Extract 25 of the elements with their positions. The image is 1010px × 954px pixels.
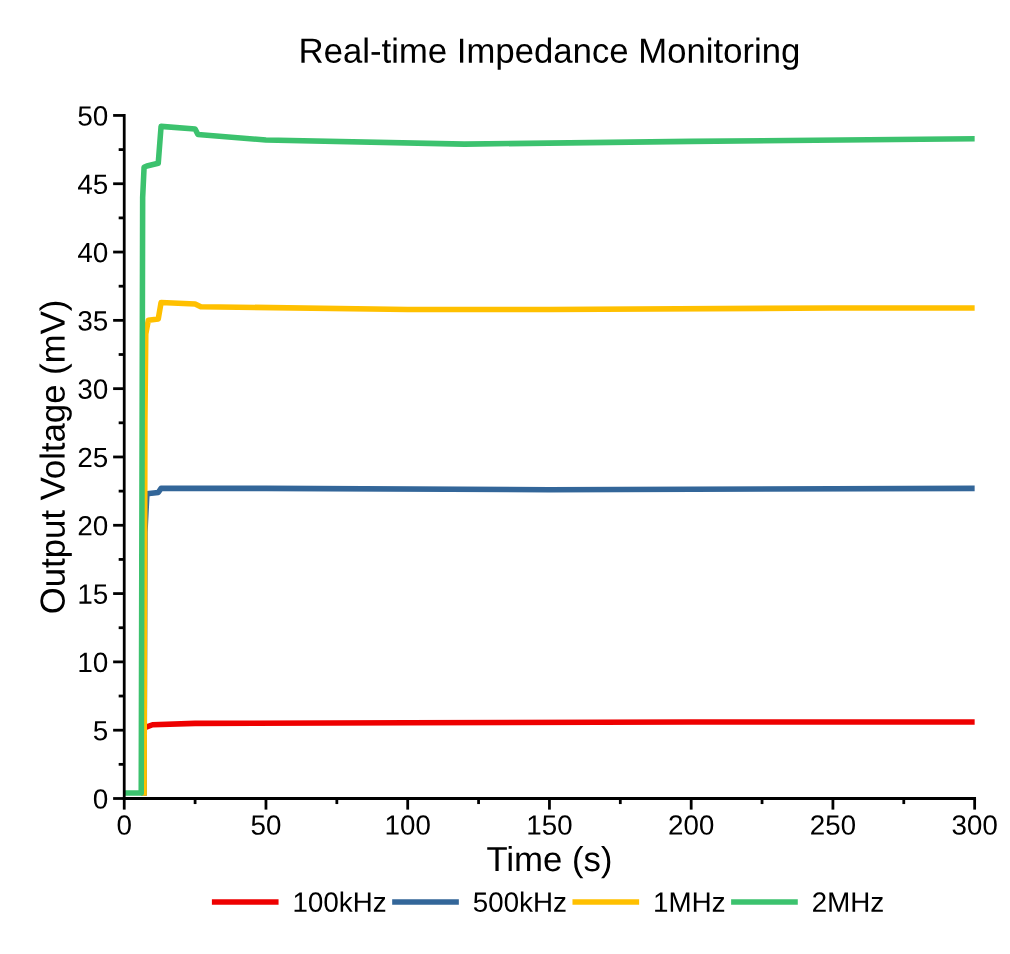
legend-label: 500kHz: [473, 891, 566, 912]
y-tick-label: 50: [78, 106, 108, 126]
y-tick-label: 0: [93, 789, 108, 809]
x-tick-label: 250: [811, 815, 855, 835]
y-axis-title: Output Voltage (mV): [39, 301, 72, 613]
y-tick-label: 15: [79, 584, 108, 604]
legend-label: 1MHz: [655, 892, 725, 912]
x-tick-label: 0: [117, 815, 131, 835]
x-tick-label: 300: [952, 815, 997, 835]
y-tick-label: 20: [78, 515, 108, 536]
x-tick-label: 200: [669, 815, 714, 835]
x-tick-label: 150: [528, 815, 572, 835]
y-tick-label: 40: [78, 242, 108, 263]
y-tick-label: 35: [78, 311, 108, 331]
chart-title: Real-time Impedance Monitoring: [301, 37, 799, 70]
y-tick-label: 5: [93, 721, 108, 741]
legend-label: 100kHz: [294, 891, 386, 912]
y-tick-label: 10: [79, 652, 108, 673]
x-tick-label: 100: [386, 815, 430, 835]
legend-label: 2MHz: [813, 892, 883, 912]
y-tick-label: 25: [78, 447, 108, 468]
x-axis-title: Time (s): [487, 845, 611, 879]
y-tick-label: 30: [78, 379, 108, 399]
x-tick-label: 50: [251, 815, 281, 835]
y-tick-label: 45: [78, 174, 108, 195]
